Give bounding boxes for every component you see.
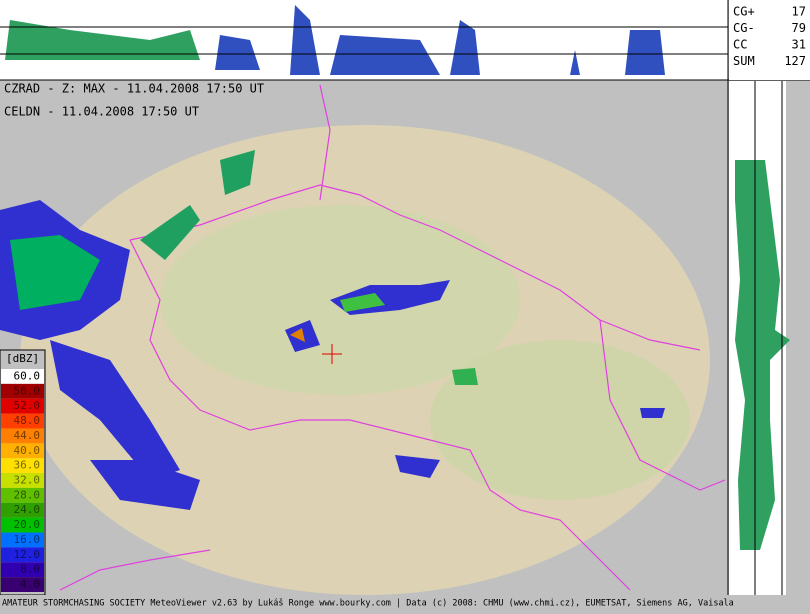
legend-swatch: [1, 473, 44, 488]
legend-label: 4.0: [20, 578, 40, 591]
legend-label: 8.0: [20, 563, 40, 576]
border: [129, 239, 631, 591]
echo: [50, 340, 180, 480]
legend-swatch: [1, 547, 44, 563]
stat-label: SUM: [733, 54, 755, 68]
echo: [140, 205, 200, 260]
legend-swatch: [1, 443, 44, 459]
legend-swatch: [1, 562, 44, 578]
radar-caption: CZRAD - Z: MAX - 11.04.2008 17:50 UT: [4, 82, 264, 96]
legend-swatch: [1, 383, 44, 399]
legend-label: 44.0: [14, 429, 41, 442]
lightning-caption: CELDN - 11.04.2008 17:50 UT: [4, 105, 199, 119]
footer: AMATEUR STORMCHASING SOCIETY MeteoViewer…: [2, 598, 734, 609]
legend: [dBZ] 60.0 56.0 52.0 48.0 44.0 40.0 36.0 32.028.…: [0, 349, 46, 596]
legend-label: 28.0: [14, 488, 41, 501]
legend-label: 16.0: [14, 533, 41, 546]
echo: [395, 455, 440, 478]
echo: [290, 328, 305, 342]
lightning-stats: CG+ 17 CG- 79 CC 31 SUM 127: [733, 5, 806, 69]
legend-label: 20.0: [14, 518, 41, 531]
border: [59, 549, 211, 591]
profile-echo: [5, 20, 200, 60]
legend-swatch: [1, 369, 44, 384]
stat-label: CG-: [733, 21, 755, 35]
legend-swatch: [1, 413, 44, 429]
echo: [10, 235, 100, 310]
legend-swatch: [1, 502, 44, 518]
stat-value: 17: [792, 5, 806, 19]
stats-box: [729, 0, 810, 80]
echo: [640, 408, 665, 418]
echo: [452, 368, 478, 385]
stat-label: CG+: [733, 5, 755, 19]
border: [599, 319, 726, 491]
legend-label: 48.0: [14, 414, 41, 427]
profile-echo: [735, 160, 790, 550]
legend-swatch: [1, 428, 44, 444]
profile-echo: [215, 5, 665, 75]
legend-label: 60.0: [14, 369, 41, 382]
legend-swatch: [1, 577, 44, 592]
stat-value: 79: [792, 21, 806, 35]
legend-label: 12.0: [14, 548, 41, 561]
legend-swatch: [1, 532, 44, 548]
stat-label: CC: [733, 38, 747, 52]
map: [0, 84, 726, 595]
legend-swatch: [1, 458, 44, 474]
stat-value: 31: [792, 38, 806, 52]
legend-swatch: [1, 398, 44, 414]
lowland: [430, 340, 690, 500]
stat-value: 127: [784, 54, 806, 68]
echo: [90, 460, 200, 510]
legend-label: 36.0: [14, 459, 41, 472]
legend-title: [dBZ]: [6, 352, 39, 365]
border: [319, 84, 331, 201]
legend-label: 24.0: [14, 503, 41, 516]
legend-label: 56.0: [14, 384, 41, 397]
echo: [340, 293, 385, 312]
legend-swatch: [1, 517, 44, 533]
legend-label: 40.0: [14, 444, 41, 457]
legend-swatch: [1, 487, 44, 503]
legend-label: 52.0: [14, 399, 41, 412]
legend-label: 32.0: [14, 474, 41, 487]
footer-bar: [0, 595, 810, 610]
echo: [220, 150, 255, 195]
